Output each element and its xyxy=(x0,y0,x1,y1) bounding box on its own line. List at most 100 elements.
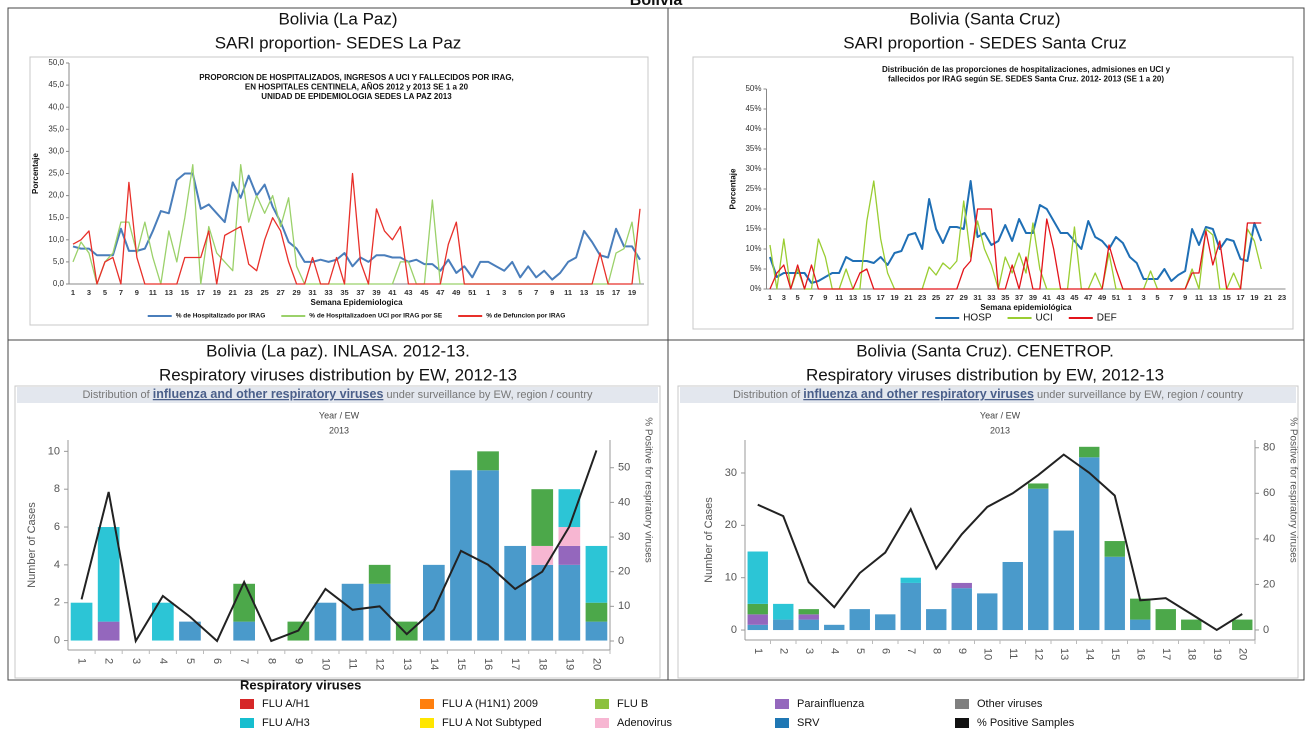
x-tick-label: 15 xyxy=(863,293,871,302)
y2-tick-label: 40 xyxy=(618,496,630,508)
legend-swatch xyxy=(240,718,254,728)
x-tick-label: 51 xyxy=(468,288,476,297)
x-axis-title: Semana Epidemiologica xyxy=(310,298,403,307)
legend-label: SRV xyxy=(797,717,820,729)
x-tick-label: 25 xyxy=(260,288,268,297)
legend: % de Hospitalizado por IRAG % de Hospital… xyxy=(147,313,565,320)
bar-segment xyxy=(1079,457,1100,631)
bar-segment xyxy=(1130,619,1151,631)
bar-segment xyxy=(368,564,391,584)
y2-tick-label: 80 xyxy=(1263,442,1275,454)
x-tick-label: 15 xyxy=(455,658,467,670)
x-tick-label: 9 xyxy=(550,288,554,297)
chart-subtitle: EN HOSPITALES CENTINELA, AÑOS 2012 y 201… xyxy=(245,83,469,92)
x-tick-label: 18 xyxy=(536,658,548,670)
x-tick-label: 35 xyxy=(340,288,348,297)
chart-subtitle: fallecidos por IRAG según SE. SEDES Sant… xyxy=(888,75,1164,84)
bar-segment xyxy=(395,621,418,641)
legend-label: FLU A Not Subtyped xyxy=(442,717,542,729)
y2-tick-label: 0 xyxy=(618,635,624,647)
bar-segment xyxy=(233,583,255,622)
bar-segment xyxy=(747,603,768,615)
x-tick-label: 4 xyxy=(828,648,840,654)
x-tick-label: 5 xyxy=(854,648,866,654)
x-tick-label: 9 xyxy=(823,293,827,302)
x-tick-label: 12 xyxy=(1032,648,1044,660)
x-tick-label: 47 xyxy=(436,288,444,297)
y-tick-label: 5% xyxy=(750,264,762,273)
bar-segment xyxy=(477,470,499,641)
y-tick-label: 0,0 xyxy=(53,279,65,288)
bar-segment xyxy=(531,545,554,565)
y-tick-label: 45,0 xyxy=(48,80,64,89)
x-tick-label: 11 xyxy=(347,658,359,669)
y-tick-label: 30% xyxy=(745,164,761,173)
bar-segment xyxy=(977,593,998,631)
x-tick-label: 13 xyxy=(1058,648,1070,660)
bar-segment xyxy=(1053,530,1074,631)
legend-label: % Positive Samples xyxy=(977,717,1075,729)
panel-title: Bolivia (La paz). INLASA. 2012-13. xyxy=(206,341,470,360)
x-tick-label: 21 xyxy=(904,293,912,302)
x-tick-label: 41 xyxy=(388,288,396,297)
legend-swatch xyxy=(595,718,609,728)
x-tick-label: 37 xyxy=(356,288,364,297)
x-tick-label: 12 xyxy=(374,658,386,670)
group-header: Year / EW xyxy=(319,410,360,420)
legend-swatch xyxy=(775,718,789,728)
legend-label: % de Defuncion por IRAG xyxy=(486,313,565,320)
line-series xyxy=(769,208,1262,290)
x-tick-label: 43 xyxy=(1056,293,1064,302)
bar-segment xyxy=(97,527,120,622)
line-series xyxy=(72,172,641,285)
panel-title: Bolivia (La Paz) xyxy=(278,9,397,28)
bar-segment xyxy=(423,564,445,641)
bar-segment xyxy=(179,621,201,641)
chart-frame xyxy=(677,385,1299,679)
x-tick-label: 45 xyxy=(1070,293,1078,302)
banner-part: Distribution of xyxy=(82,389,152,401)
x-tick-label: 47 xyxy=(1084,293,1092,302)
x-tick-label: 9 xyxy=(292,658,304,664)
bar-segment xyxy=(1104,556,1125,631)
y-tick-label: 8 xyxy=(54,483,60,495)
x-tick-label: 17 xyxy=(1236,293,1244,302)
x-tick-label: 37 xyxy=(1015,293,1023,302)
x-tick-label: 17 xyxy=(509,658,521,670)
line-series xyxy=(757,453,1243,632)
x-tick-label: 9 xyxy=(956,648,968,654)
x-tick-label: 17 xyxy=(197,288,205,297)
chart-subtitle: UNIDAD DE EPIDEMIOLOGIA SEDES LA PAZ 201… xyxy=(261,92,452,101)
legend-swatch xyxy=(955,718,969,728)
y-tick-label: 20,0 xyxy=(48,191,64,200)
y-tick-label: 50% xyxy=(745,84,761,93)
bar-segment xyxy=(1104,541,1125,557)
x-tick-label: 4 xyxy=(157,658,169,664)
bar-segment xyxy=(747,551,768,604)
x-tick-label: 33 xyxy=(324,288,332,297)
panel-border xyxy=(7,7,1305,681)
chart-subtitle: PROPORCION DE HOSPITALIZADOS, INGRESOS A… xyxy=(199,73,514,82)
banner-text: Distribution of influenza and other resp… xyxy=(733,387,1244,401)
x-tick-label: 31 xyxy=(308,288,316,297)
x-tick-label: 6 xyxy=(211,658,223,664)
y-tick-label: 5,0 xyxy=(53,257,65,266)
x-tick-label: 2 xyxy=(103,658,115,664)
x-tick-label: 45 xyxy=(420,288,428,297)
x-tick-label: 15 xyxy=(181,288,189,297)
line-series xyxy=(769,180,1263,284)
y-axis-title: Porcentaje xyxy=(31,152,40,193)
x-tick-label: 14 xyxy=(1083,648,1095,660)
bar-segment xyxy=(97,621,120,641)
banner xyxy=(680,387,1296,403)
x-tick-label: 49 xyxy=(452,288,460,297)
x-tick-label: 21 xyxy=(229,288,237,297)
bar-segment xyxy=(824,624,845,631)
x-tick-label: 5 xyxy=(184,658,196,664)
bar-segment xyxy=(314,602,337,641)
legend-label: Parainfluenza xyxy=(797,698,865,710)
x-tick-label: 25 xyxy=(932,293,940,302)
x-tick-label: 10 xyxy=(981,648,993,660)
y2-tick-label: 20 xyxy=(1263,578,1275,590)
legend-label: % de Hospitalizado por IRAG xyxy=(176,313,266,320)
